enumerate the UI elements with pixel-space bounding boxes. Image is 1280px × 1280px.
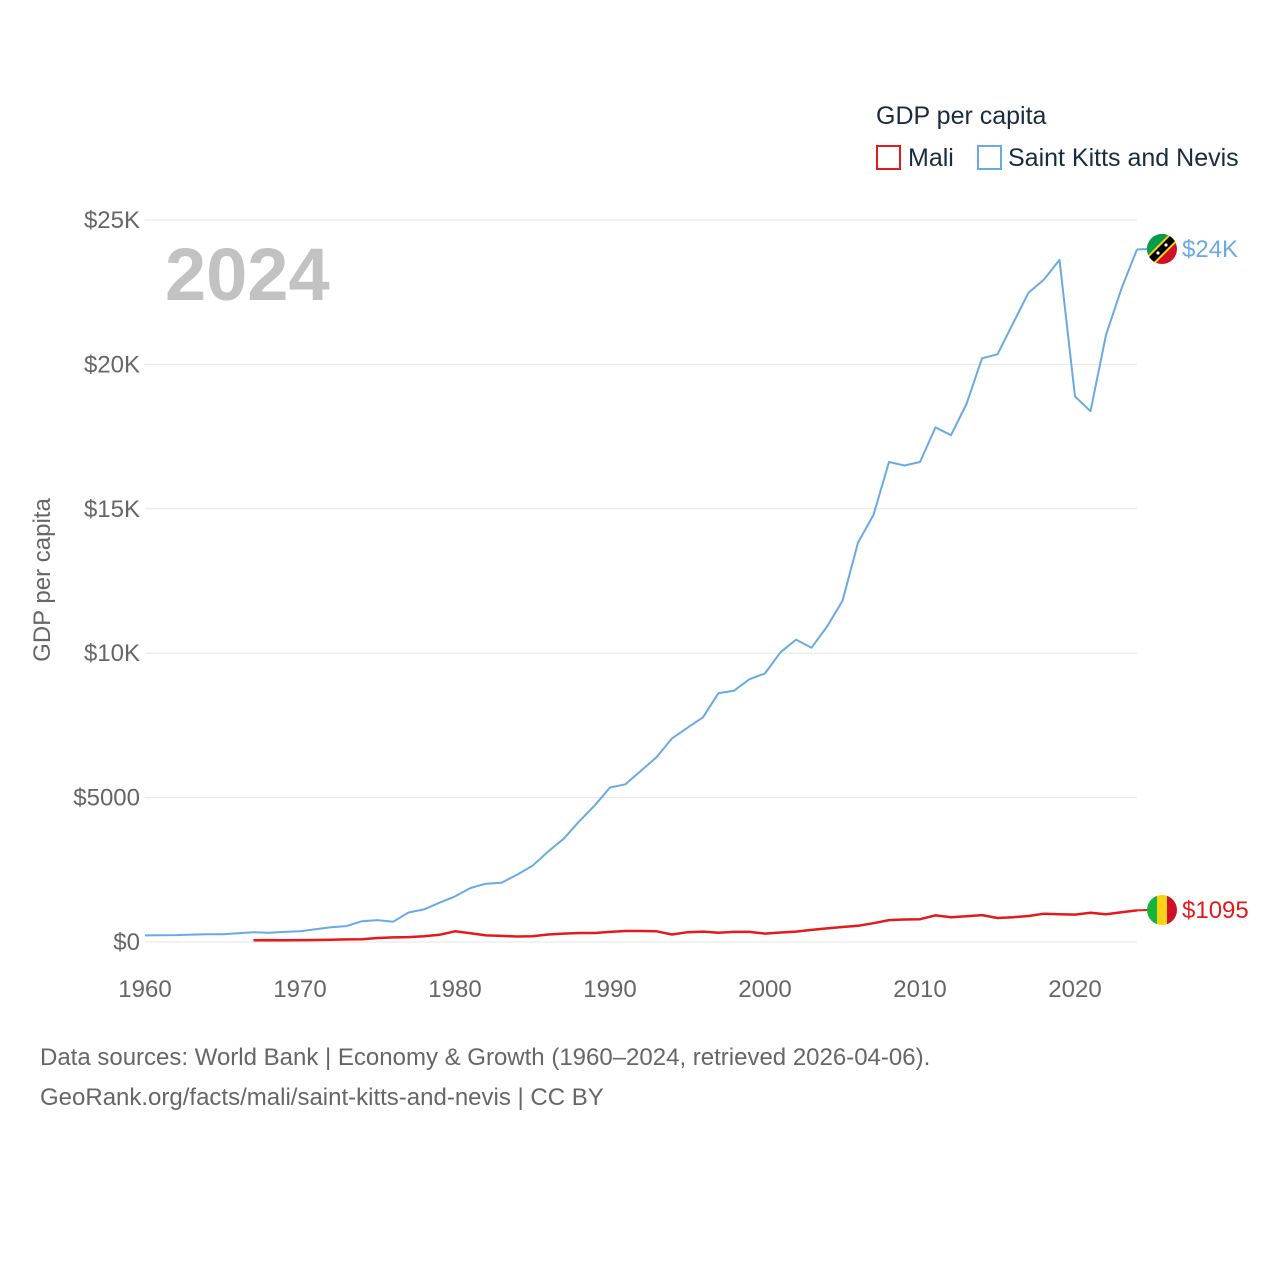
end-label-saint-kitts-and-nevis: $24K [1182,236,1238,263]
legend-label-mali[interactable]: Mali [908,144,954,172]
y-tick-label: $25K [84,207,140,234]
x-tick-label: 1990 [583,976,636,1003]
x-tick-label: 2000 [738,976,791,1003]
x-tick-label: 1980 [428,976,481,1003]
flag-mali [1147,895,1177,925]
legend-title: GDP per capita [876,102,1047,130]
year-label: 2024 [165,233,330,316]
x-axis-ticks: 1960 1970 1980 1990 2000 2010 2020 [118,976,1101,1003]
end-label-mali: $1095 [1182,897,1249,924]
y-tick-label: $20K [84,351,140,378]
gridlines [145,219,1137,943]
series-line-saint-kitts-and-nevis[interactable] [144,249,1138,937]
x-tick-label: 2020 [1048,976,1101,1003]
y-tick-label: $10K [84,640,140,667]
legend-label-saint-kitts-and-nevis[interactable]: Saint Kitts and Nevis [1008,144,1239,172]
footer-attribution[interactable]: GeoRank.org/facts/mali/saint-kitts-and-n… [40,1084,604,1111]
y-tick-label: $0 [113,929,140,956]
x-tick-label: 2010 [893,976,946,1003]
series-lines [144,249,1138,942]
y-tick-label: $5000 [73,785,140,812]
series-line-mali[interactable] [253,909,1138,942]
y-axis-ticks: $0 $5000 $10K $15K $20K $25K [73,207,140,956]
y-tick-label: $15K [84,496,140,523]
legend-swatch-mali[interactable] [876,145,901,170]
y-axis-title: GDP per capita [29,498,56,662]
end-markers: $1095 $24K [1136,234,1249,925]
legend-swatch-saint-kitts-and-nevis[interactable] [977,145,1002,170]
footer-sources: Data sources: World Bank | Economy & Gro… [40,1044,931,1071]
x-tick-label: 1970 [273,976,326,1003]
legend: GDP per capita Mali Saint Kitts and Nevi… [876,102,1239,172]
flag-saint-kitts-and-nevis [1147,234,1177,264]
x-tick-label: 1960 [118,976,171,1003]
